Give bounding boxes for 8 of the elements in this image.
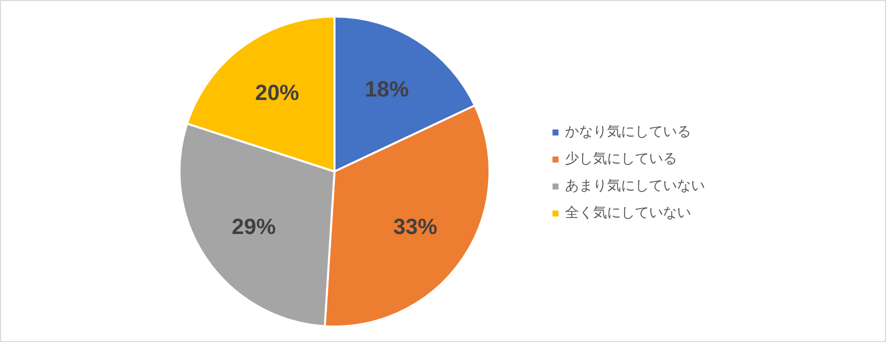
legend-label: 全く気にしていない (565, 204, 691, 222)
data-label: 18% (364, 76, 409, 102)
legend-label: かなり気にしている (565, 123, 691, 141)
data-label: 29% (232, 214, 276, 239)
legend-label: あまり気にしていない (565, 177, 705, 195)
legend-label: 少し気にしている (565, 150, 677, 168)
data-label: 33% (393, 214, 438, 239)
data-label: 20% (255, 80, 300, 105)
